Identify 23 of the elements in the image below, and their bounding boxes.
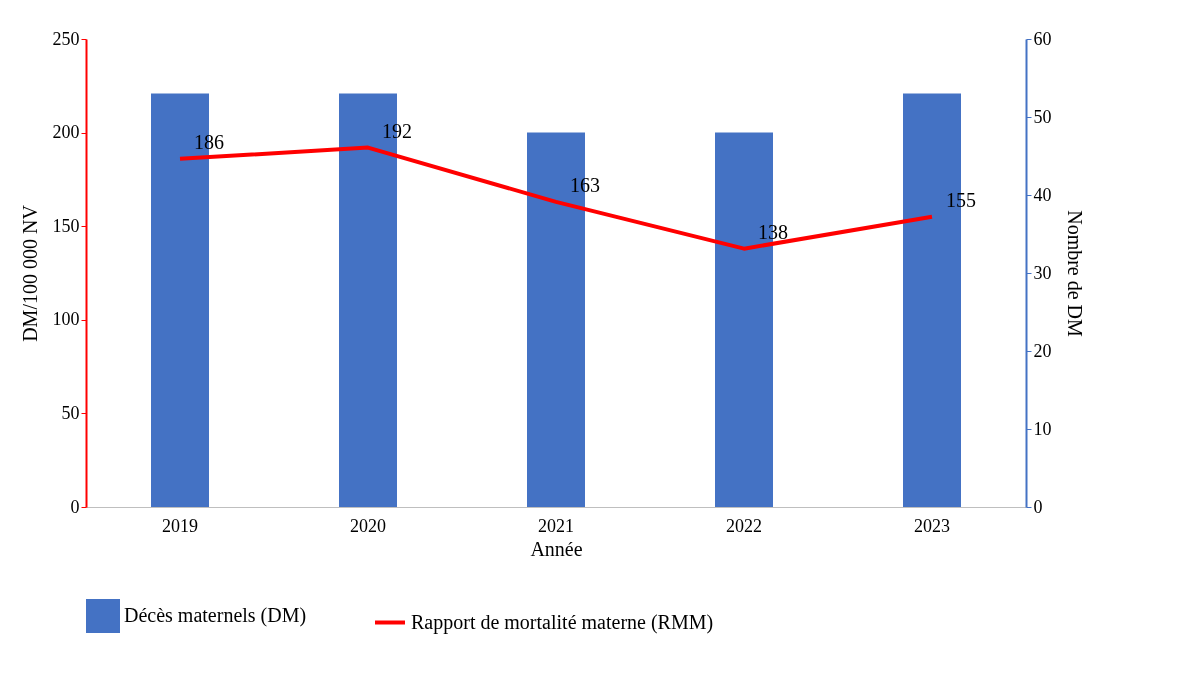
y-axis-title: DM/100 000 NV	[18, 204, 41, 342]
y-tick-label: 100	[52, 309, 80, 330]
legend-label: Rapport de mortalité materne (RMM)	[411, 610, 714, 634]
y2-tick-label: 40	[1033, 184, 1052, 205]
x-tick-label: 2023	[914, 515, 950, 536]
y2-tick-label: 20	[1033, 340, 1052, 361]
y2-tick-label: 30	[1033, 262, 1052, 283]
y2-axis-title: Nombre de DM	[1063, 210, 1086, 338]
x-tick-label: 2020	[350, 515, 386, 536]
y2-tick-label: 10	[1033, 418, 1052, 439]
legend-label: Décès maternels (DM)	[124, 604, 307, 627]
y2-tick-label: 50	[1033, 106, 1052, 127]
y-tick-label: 250	[52, 28, 80, 49]
y-tick-label: 50	[61, 402, 80, 423]
x-tick-label: 2022	[726, 515, 762, 536]
y2-tick-label: 60	[1033, 28, 1052, 49]
y-tick-label: 0	[70, 496, 80, 517]
x-axis-title: Année	[530, 537, 583, 560]
y-tick-label: 200	[52, 122, 80, 143]
y-tick-label: 150	[52, 215, 80, 236]
y2-tick-label: 0	[1033, 496, 1043, 517]
x-tick-label: 2021	[538, 515, 574, 536]
x-tick-label: 2019	[162, 515, 198, 536]
